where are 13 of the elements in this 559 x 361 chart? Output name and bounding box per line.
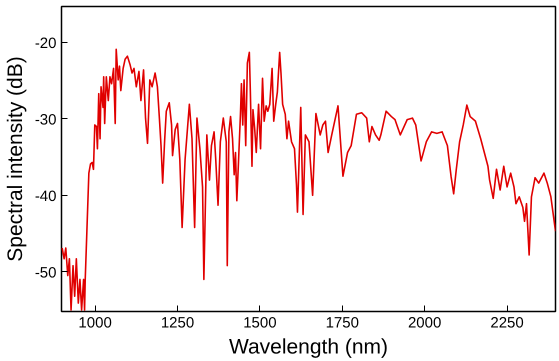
y-tick-label: -20 [34, 34, 57, 52]
x-tick-label: 1750 [326, 314, 359, 332]
x-tick-label: 1250 [160, 314, 194, 332]
x-tick-label: 1500 [243, 314, 277, 332]
y-tick-label: -50 [34, 264, 57, 282]
y-tick-label: -40 [34, 188, 57, 205]
x-tick-label: 1000 [78, 314, 112, 332]
y-tick-label: -30 [34, 111, 57, 128]
x-axis-title: Wavelength (nm) [228, 336, 388, 358]
x-tick-label: 2000 [408, 314, 442, 332]
x-tick-label: 2250 [490, 314, 524, 332]
y-axis-title: Spectral intensity (dB) [4, 56, 27, 262]
line-series [62, 48, 556, 311]
